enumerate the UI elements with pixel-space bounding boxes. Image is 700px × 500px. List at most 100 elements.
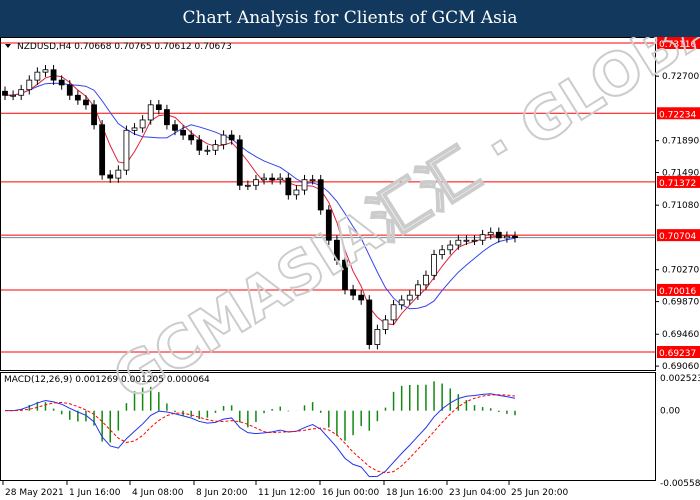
candle-body (398, 299, 405, 306)
level-label: 0.73116 (659, 40, 696, 50)
candle-body (204, 149, 211, 152)
candle-body (414, 284, 421, 296)
candle-body (83, 99, 89, 106)
macd-y-label: 0.002523 (660, 374, 700, 384)
candle-body (423, 274, 429, 286)
price-pane-frame (0, 37, 656, 371)
x-tick-label: 28 May 2021 (5, 488, 64, 498)
level-tag (657, 283, 700, 296)
y-tick-label: 0.71490 (662, 169, 699, 179)
candle-body (277, 177, 284, 181)
candle-body (236, 139, 243, 186)
level-tag (657, 229, 700, 242)
candle-body (439, 249, 446, 255)
slow-ma-line (5, 82, 516, 310)
candle-body (91, 104, 97, 126)
candle-body (188, 134, 195, 141)
candle-body (406, 294, 413, 301)
candle-body (18, 89, 25, 96)
chart: 0.73116 0.72234 0.71372 0.70704 0.70016 0.692… (0, 37, 700, 498)
candle-body (115, 169, 122, 179)
macd-line (5, 393, 516, 478)
level-tag (657, 175, 700, 188)
candle-body (196, 139, 203, 151)
candle-body (390, 304, 397, 321)
level-tag (657, 346, 700, 358)
level-label: 0.69237 (659, 349, 696, 359)
macd-label: MACD(12,26,9) 0.001269 0.001205 0.000064 (4, 375, 210, 385)
candle-body (34, 71, 41, 81)
candle-body (74, 94, 81, 101)
candle-body (244, 184, 251, 187)
candle-body (431, 254, 437, 276)
candle-body (382, 319, 389, 330)
candle-body (455, 239, 462, 246)
macd-y-label: 0.00 (660, 407, 680, 417)
dropdown-arrow-icon[interactable] (5, 44, 11, 48)
candle-body (317, 179, 324, 211)
candle-body (253, 179, 259, 186)
candle-body (107, 174, 114, 179)
level-label: 0.70704 (659, 232, 696, 242)
candle-body (220, 134, 227, 146)
candle-body (495, 231, 502, 239)
candle-body (285, 177, 292, 196)
y-tick-label: 0.71890 (662, 137, 699, 147)
macd-pane-frame (0, 372, 656, 481)
candle-body (374, 329, 381, 345)
x-tick-label: 25 Jun 20:00 (511, 488, 568, 498)
y-tick-label: 0.69060 (662, 362, 699, 372)
candle-body (58, 79, 65, 86)
candle-body (147, 104, 154, 121)
level-tag (657, 107, 700, 120)
candle-body (293, 189, 300, 196)
y-tick-label: 0.69460 (662, 330, 699, 340)
signal-line (5, 394, 516, 474)
level-label: 0.70016 (659, 287, 696, 297)
candle-body (487, 231, 494, 236)
candle-body (139, 119, 146, 129)
x-tick-label: 8 Jun 20:00 (196, 488, 248, 498)
candle-body (471, 239, 478, 242)
y-tick-label: 0.71080 (662, 201, 699, 211)
candle-body (504, 235, 510, 239)
x-tick-label: 1 Jun 16:00 (69, 488, 121, 498)
candle-body (164, 109, 170, 126)
x-tick-label: 16 Jun 00:00 (322, 488, 379, 498)
candle-body (261, 177, 267, 181)
candle-body (42, 69, 49, 73)
candle-body (26, 79, 33, 91)
symbol-info: NZDUSD,H4 0.70668 0.70765 0.70612 0.7067… (17, 42, 232, 52)
y-tick-label: 0.69870 (662, 298, 699, 308)
macd-y-label: -0.005583 (660, 479, 700, 489)
x-tick-label: 18 Jun 16:00 (386, 488, 443, 498)
candle-body (447, 244, 454, 251)
candle-body (155, 104, 162, 110)
candle-body (180, 129, 186, 136)
candle-body (342, 259, 348, 291)
candle-body (10, 94, 16, 97)
level-label: 0.71372 (659, 179, 696, 189)
page-title: Chart Analysis for Clients of GCM Asia (0, 0, 700, 37)
candle-body (334, 239, 340, 261)
x-tick-label: 4 Jun 08:00 (132, 488, 184, 498)
fast-ma-line (5, 75, 516, 326)
y-tick-label: 0.72700 (662, 72, 699, 82)
candle-body (66, 84, 73, 96)
candle-body (123, 129, 130, 171)
candle-body (366, 299, 373, 345)
candle-body (212, 144, 219, 151)
candle-body (99, 124, 106, 176)
candle-body (301, 179, 308, 191)
candle-body (479, 234, 486, 241)
level-label: 0.72234 (659, 110, 696, 120)
candle-body (358, 294, 365, 301)
candle-body (228, 134, 235, 141)
candle-body (50, 69, 57, 81)
candle-body (325, 209, 332, 241)
x-tick-label: 11 Jun 12:00 (258, 488, 315, 498)
watermark-logo: GCMASIA汇汇 · GLOBAL MARKETS (101, 37, 700, 414)
candle-body (463, 239, 470, 242)
candle-body (512, 235, 518, 239)
candle-body (2, 90, 8, 96)
